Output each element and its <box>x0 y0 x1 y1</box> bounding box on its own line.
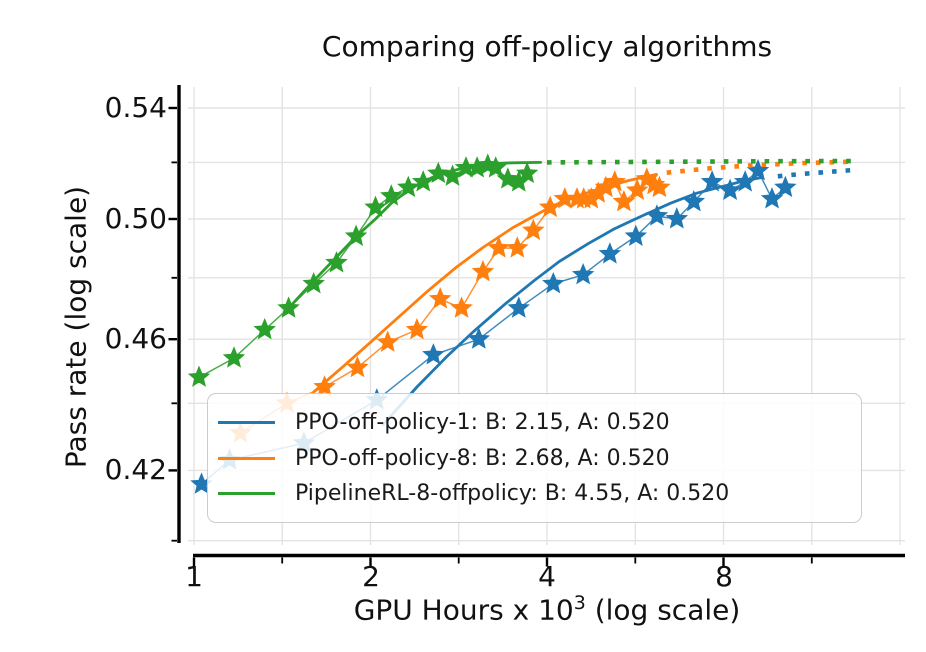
y-tick-label: 0.54 <box>104 91 167 124</box>
axes-spines <box>168 85 905 567</box>
legend-entry: PPO-off-policy-1: B: 2.15, A: 0.520 <box>218 410 855 435</box>
star-marker <box>612 190 636 212</box>
x-tick-label: 1 <box>185 560 203 593</box>
fit-curve <box>312 173 658 394</box>
star-marker <box>450 296 473 318</box>
chart-title: Comparing off-policy algorithms <box>321 30 773 63</box>
legend-line-swatch <box>218 456 275 460</box>
star-marker <box>441 164 464 186</box>
star-marker <box>522 218 545 241</box>
x-axis-label: GPU Hours x 103 (log scale) <box>188 592 906 626</box>
star-marker <box>302 271 325 294</box>
star-marker <box>700 170 724 192</box>
star-marker <box>598 242 622 264</box>
star-marker <box>665 207 689 229</box>
star-marker <box>760 187 784 209</box>
legend-label: PPO-off-policy-1: B: 2.15, A: 0.520 <box>295 409 670 435</box>
star-marker <box>625 178 649 200</box>
extrapolation-dotted-line <box>777 167 852 179</box>
star-marker <box>538 195 562 218</box>
star-marker <box>325 251 348 273</box>
star-markers <box>187 153 539 387</box>
star-marker <box>542 272 565 294</box>
star-marker <box>774 175 797 198</box>
x-tick-label: 4 <box>538 560 556 593</box>
star-marker <box>507 296 530 318</box>
star-marker <box>380 184 403 206</box>
star-marker <box>346 355 369 378</box>
star-marker <box>484 156 507 178</box>
series-PipelineRL-8-offpolicy <box>187 153 856 387</box>
star-marker <box>277 296 300 318</box>
series-PPO-off-policy-8 <box>229 159 854 443</box>
y-tick-label: 0.42 <box>104 453 167 486</box>
star-marker <box>428 287 452 309</box>
star-marker <box>405 317 429 340</box>
star-marker <box>471 259 495 282</box>
star-marker <box>467 327 491 349</box>
x-axis-label-exponent: 3 <box>573 592 586 614</box>
star-marker <box>571 262 595 285</box>
x-axis-label-suffix: (log scale) <box>585 593 741 627</box>
legend-entry: PPO-off-policy-8: B: 2.68, A: 0.520 <box>218 446 855 471</box>
x-tick-label: 2 <box>362 560 380 593</box>
star-markers <box>229 167 671 443</box>
star-marker <box>411 170 435 192</box>
legend-label: PipelineRL-8-offpolicy: B: 4.55, A: 0.52… <box>295 481 730 507</box>
star-marker <box>222 346 246 368</box>
legend-line-swatch <box>218 420 275 424</box>
star-marker <box>506 236 529 258</box>
legend-label: PPO-off-policy-8: B: 2.68, A: 0.520 <box>295 445 670 471</box>
star-marker <box>422 343 445 365</box>
star-marker <box>645 204 669 226</box>
y-tick-label: 0.50 <box>104 202 167 235</box>
star-marker <box>313 375 336 397</box>
y-tick-label: 0.46 <box>104 322 167 355</box>
star-marker <box>397 175 420 198</box>
star-marker <box>515 161 539 184</box>
star-marker <box>496 167 520 189</box>
legend-line-swatch <box>218 492 275 496</box>
legend-entry: PipelineRL-8-offpolicy: B: 4.55, A: 0.52… <box>218 481 855 506</box>
x-tick-label: 8 <box>715 560 733 593</box>
star-marker <box>364 195 387 218</box>
star-marker <box>376 330 399 352</box>
star-marker <box>344 224 368 246</box>
star-marker <box>648 175 671 198</box>
star-marker <box>624 224 648 246</box>
star-marker <box>603 170 627 192</box>
star-marker <box>682 189 706 212</box>
legend: PPO-off-policy-1: B: 2.15, A: 0.520 PPO-o… <box>207 393 862 523</box>
star-marker <box>718 178 742 200</box>
star-marker <box>187 365 211 387</box>
x-axis-label-text: GPU Hours x 10 <box>353 593 574 627</box>
star-marker <box>427 161 450 184</box>
star-marker <box>253 318 276 340</box>
